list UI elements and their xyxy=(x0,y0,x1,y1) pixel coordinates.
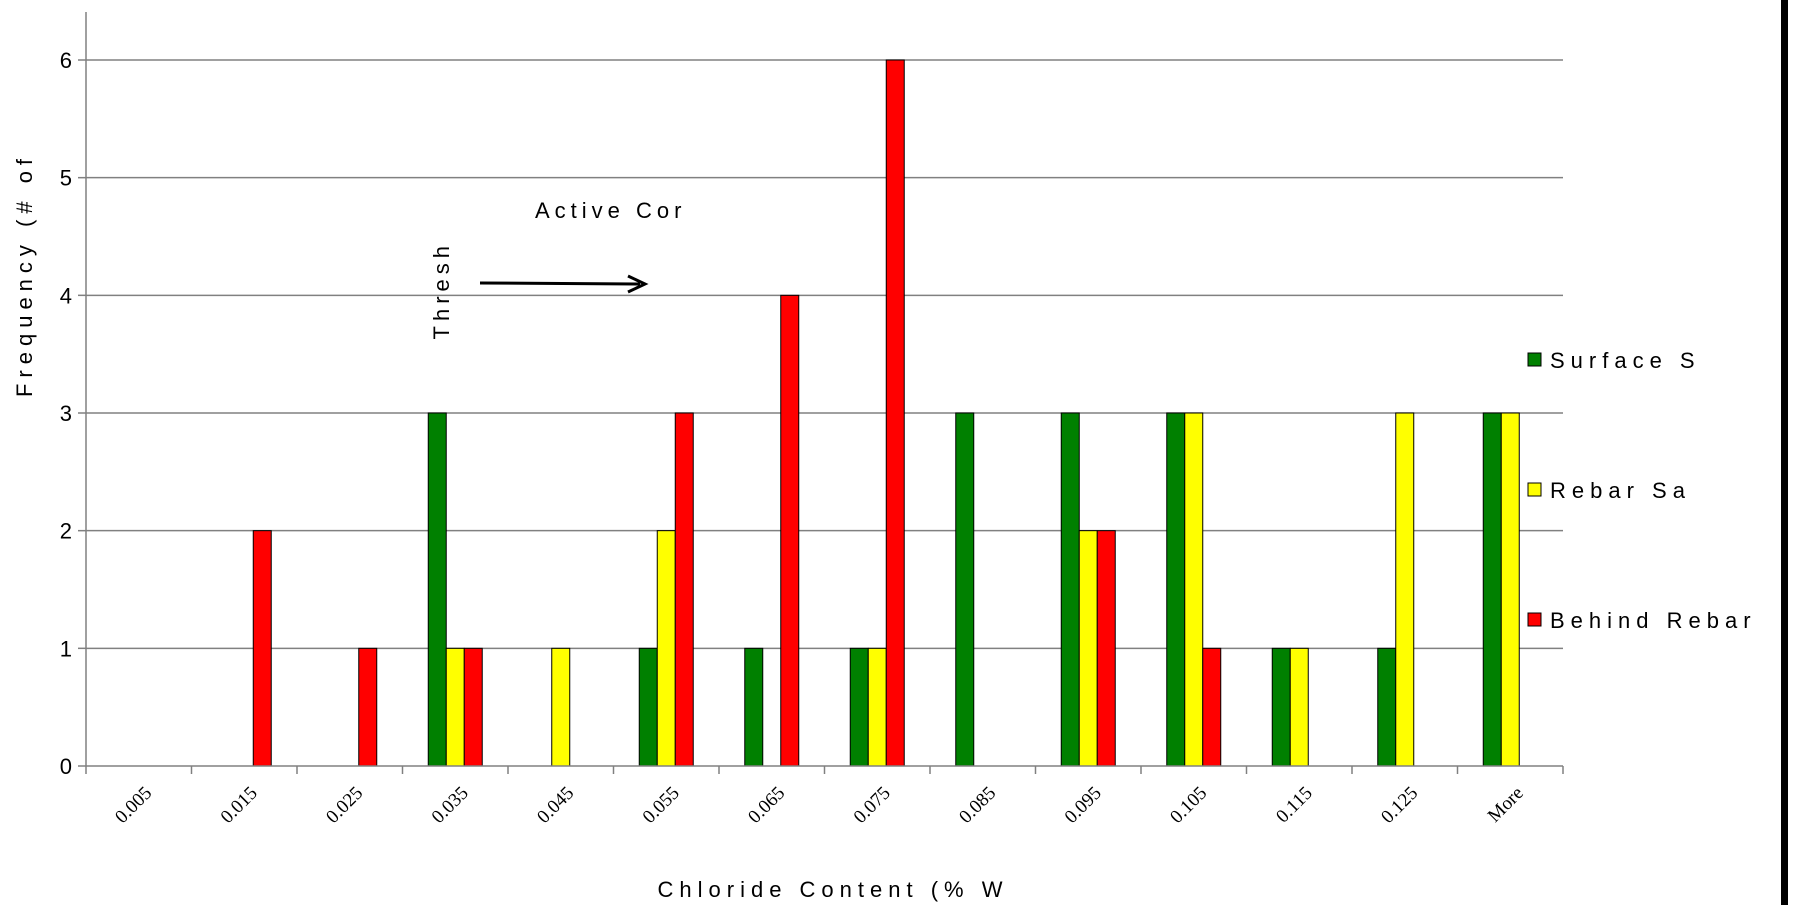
bar xyxy=(885,59,905,767)
bar xyxy=(955,412,975,767)
bar xyxy=(674,412,694,767)
legend-swatch xyxy=(1527,482,1542,497)
bar xyxy=(638,647,658,767)
bar xyxy=(780,294,800,767)
x-tick-label: 0.125 xyxy=(1377,783,1422,828)
bar xyxy=(1060,412,1080,767)
y-tick-labels: 0 1 2 3 4 5 6 xyxy=(60,48,72,779)
x-tick-label: 0.025 xyxy=(322,783,367,828)
bar xyxy=(1482,412,1502,767)
bar xyxy=(1377,647,1397,767)
bar xyxy=(358,647,378,767)
x-tick-label: 0.085 xyxy=(955,783,1000,828)
legend: Surface S Rebar Sa Behind Rebar xyxy=(1527,348,1757,633)
y-tick-label: 3 xyxy=(60,401,72,426)
x-tick-labels: 0.005 0.015 0.025 0.035 0.045 0.055 0.065 0.075… xyxy=(111,783,1528,828)
x-axis-label: Chloride Content (% W xyxy=(658,877,1009,902)
x-tick-label: 0.095 xyxy=(1061,783,1106,828)
bar xyxy=(1202,647,1222,767)
legend-label: Rebar Sa xyxy=(1550,478,1691,503)
y-tick-label: 5 xyxy=(60,166,72,191)
x-tick-label: 0.055 xyxy=(639,783,684,828)
bar xyxy=(1166,412,1186,767)
x-tick-label: 0.075 xyxy=(850,783,895,828)
window-edge xyxy=(1781,0,1788,905)
bar xyxy=(1271,647,1291,767)
y-tick-label: 4 xyxy=(60,283,72,308)
gridlines xyxy=(86,59,1563,650)
legend-swatch xyxy=(1527,352,1542,367)
bar xyxy=(445,647,465,767)
bar xyxy=(867,647,887,767)
x-tick-label: 0.105 xyxy=(1166,783,1211,828)
bar xyxy=(1500,412,1520,767)
y-tick-label: 1 xyxy=(60,636,72,661)
active-corrosion-annotation: Active Cor xyxy=(535,198,686,223)
x-tick-label: More xyxy=(1484,783,1528,827)
threshold-arrow xyxy=(479,274,649,294)
bar xyxy=(744,647,764,767)
bar xyxy=(463,647,483,767)
x-tick-label: 0.115 xyxy=(1272,783,1317,828)
x-tick-label: 0.005 xyxy=(111,783,156,828)
bar xyxy=(1078,530,1098,767)
bar xyxy=(656,530,676,767)
x-tick-label: 0.065 xyxy=(744,783,789,828)
bar xyxy=(551,647,571,767)
bar xyxy=(1395,412,1415,767)
y-axis-label: Frequency (# of xyxy=(12,153,37,397)
x-tick-label: 0.015 xyxy=(217,783,262,828)
y-tick-label: 2 xyxy=(60,519,72,544)
bar xyxy=(252,530,272,767)
y-tick-label: 6 xyxy=(60,48,72,73)
legend-swatch xyxy=(1527,612,1542,627)
legend-label: Surface S xyxy=(1550,348,1701,373)
x-tick-label: 0.035 xyxy=(428,783,473,828)
axes xyxy=(78,12,1564,774)
bar xyxy=(1289,647,1309,767)
bar xyxy=(427,412,447,767)
x-tick-label: 0.045 xyxy=(533,783,578,828)
bar xyxy=(1184,412,1204,767)
legend-label: Behind Rebar xyxy=(1550,608,1757,633)
bars xyxy=(252,59,1520,767)
y-tick-label: 0 xyxy=(60,754,72,779)
bar xyxy=(1096,530,1116,767)
bar xyxy=(849,647,869,767)
threshold-annotation: Thresh xyxy=(429,241,454,339)
